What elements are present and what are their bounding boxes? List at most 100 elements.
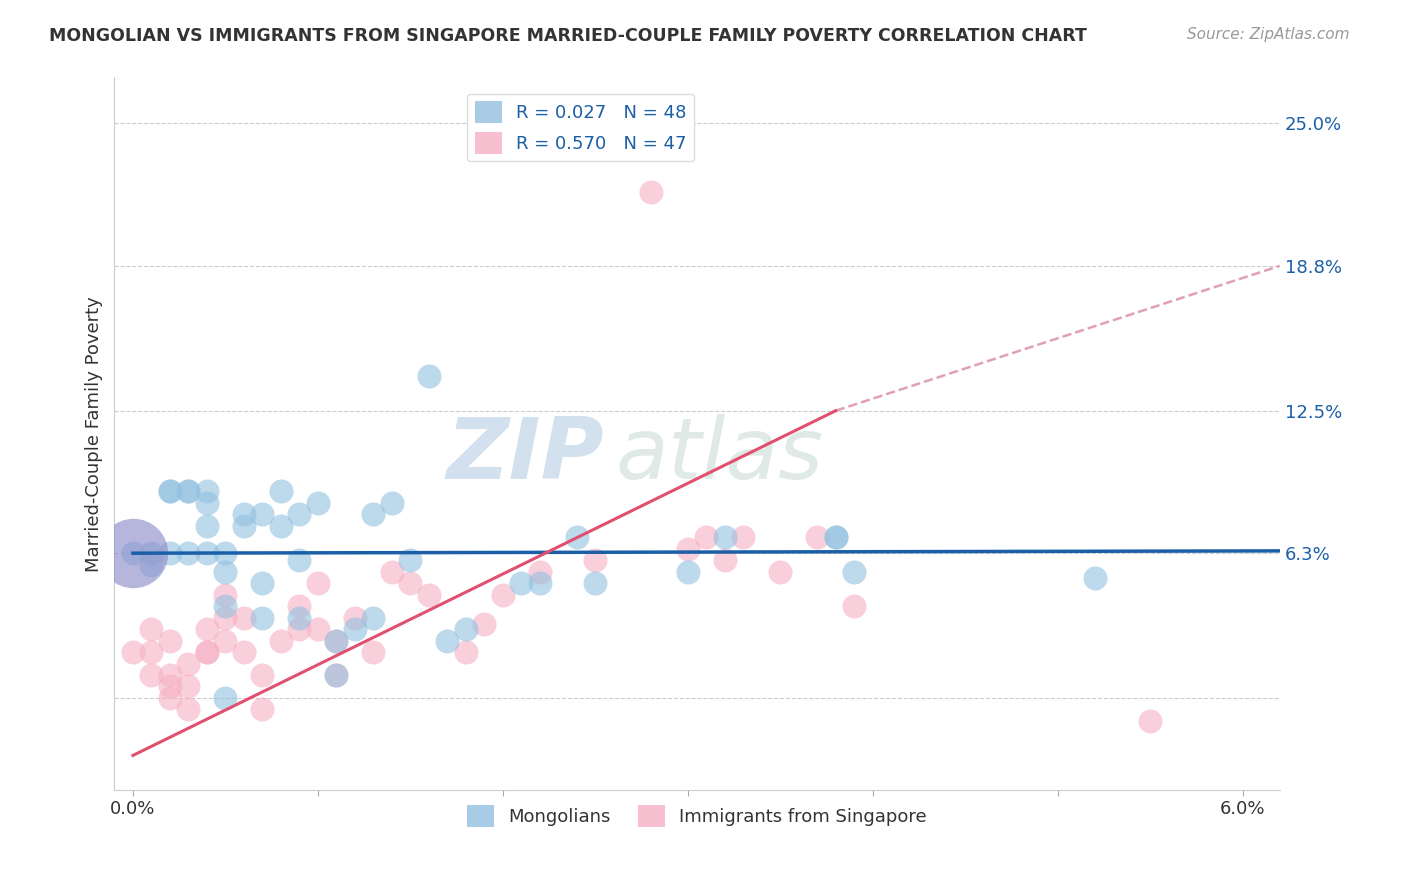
Point — [307, 576, 329, 591]
Point — [159, 680, 181, 694]
Point — [492, 588, 515, 602]
Point — [214, 588, 236, 602]
Point — [159, 633, 181, 648]
Point — [270, 633, 292, 648]
Point — [844, 565, 866, 579]
Point — [214, 690, 236, 705]
Point — [381, 495, 404, 509]
Point — [288, 599, 311, 613]
Point — [529, 576, 551, 591]
Point — [695, 530, 717, 544]
Point — [232, 645, 254, 659]
Point — [214, 610, 236, 624]
Text: Source: ZipAtlas.com: Source: ZipAtlas.com — [1187, 27, 1350, 42]
Point — [177, 657, 200, 671]
Point — [252, 507, 274, 521]
Point — [122, 546, 145, 560]
Point — [122, 546, 145, 560]
Point — [1139, 714, 1161, 728]
Point — [363, 507, 385, 521]
Point — [510, 576, 533, 591]
Point — [270, 484, 292, 499]
Point — [195, 518, 218, 533]
Point — [325, 668, 347, 682]
Point — [141, 546, 163, 560]
Point — [343, 622, 366, 636]
Point — [214, 633, 236, 648]
Point — [141, 622, 163, 636]
Point — [159, 668, 181, 682]
Point — [418, 369, 440, 384]
Point — [232, 610, 254, 624]
Point — [141, 645, 163, 659]
Point — [288, 553, 311, 567]
Point — [195, 495, 218, 509]
Point — [177, 680, 200, 694]
Point — [159, 484, 181, 499]
Point — [288, 610, 311, 624]
Legend: Mongolians, Immigrants from Singapore: Mongolians, Immigrants from Singapore — [460, 797, 935, 834]
Point — [325, 668, 347, 682]
Point — [195, 546, 218, 560]
Point — [436, 633, 458, 648]
Point — [252, 576, 274, 591]
Point — [177, 484, 200, 499]
Point — [363, 645, 385, 659]
Point — [214, 565, 236, 579]
Point — [676, 541, 699, 556]
Point — [195, 484, 218, 499]
Point — [307, 495, 329, 509]
Point — [565, 530, 588, 544]
Point — [769, 565, 792, 579]
Point — [307, 622, 329, 636]
Point — [1084, 572, 1107, 586]
Text: ZIP: ZIP — [446, 414, 603, 497]
Y-axis label: Married-Couple Family Poverty: Married-Couple Family Poverty — [86, 296, 103, 572]
Point — [177, 484, 200, 499]
Point — [288, 507, 311, 521]
Point — [399, 553, 422, 567]
Point — [232, 518, 254, 533]
Point — [343, 610, 366, 624]
Point — [177, 546, 200, 560]
Point — [472, 617, 495, 632]
Point — [454, 645, 477, 659]
Point — [159, 484, 181, 499]
Point — [713, 530, 735, 544]
Point — [363, 610, 385, 624]
Point — [806, 530, 828, 544]
Point — [399, 576, 422, 591]
Point — [252, 702, 274, 716]
Point — [195, 622, 218, 636]
Point — [141, 558, 163, 572]
Point — [214, 599, 236, 613]
Point — [122, 645, 145, 659]
Point — [676, 565, 699, 579]
Point — [418, 588, 440, 602]
Point — [824, 530, 846, 544]
Point — [844, 599, 866, 613]
Text: atlas: atlas — [616, 414, 824, 497]
Point — [325, 633, 347, 648]
Point — [713, 553, 735, 567]
Point — [177, 702, 200, 716]
Point — [159, 690, 181, 705]
Point — [195, 645, 218, 659]
Point — [454, 622, 477, 636]
Point — [195, 645, 218, 659]
Point — [381, 565, 404, 579]
Point — [159, 546, 181, 560]
Point — [270, 518, 292, 533]
Point — [288, 622, 311, 636]
Point — [252, 668, 274, 682]
Point — [214, 546, 236, 560]
Point — [529, 565, 551, 579]
Point — [325, 633, 347, 648]
Point — [252, 610, 274, 624]
Point — [232, 507, 254, 521]
Point — [583, 553, 606, 567]
Point — [640, 186, 662, 200]
Point — [583, 576, 606, 591]
Text: MONGOLIAN VS IMMIGRANTS FROM SINGAPORE MARRIED-COUPLE FAMILY POVERTY CORRELATION: MONGOLIAN VS IMMIGRANTS FROM SINGAPORE M… — [49, 27, 1087, 45]
Point — [733, 530, 755, 544]
